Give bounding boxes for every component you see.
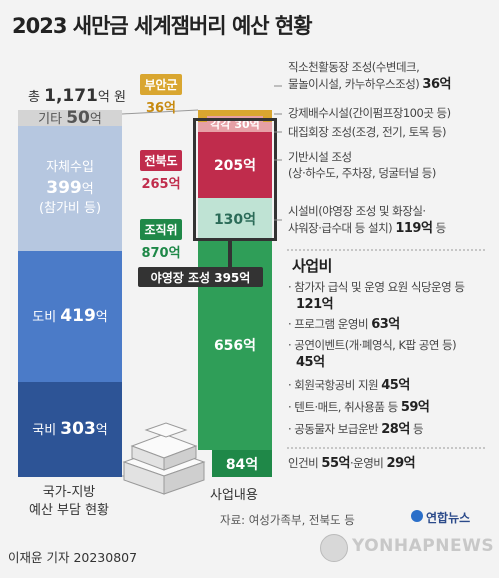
note-program-text: · 프로그램 운영비: [288, 317, 372, 331]
campsite-box: [193, 118, 277, 241]
note-water-activity-line2: 물놀이시설, 카누하우스조성): [288, 76, 420, 91]
note-supplies-suffix: 등: [409, 422, 424, 436]
right-segment-5: 84억: [212, 450, 272, 477]
org-buan-value: 36억: [145, 101, 177, 116]
note-personnel-amount: 55억: [321, 456, 350, 471]
campsite-box-stem: [228, 241, 232, 267]
note-supplies-text: · 공동물자 보급운반: [288, 422, 382, 436]
note-performance-amount: 45억: [296, 354, 325, 370]
left-segment-value: 50: [66, 107, 90, 128]
total-prefix: 총: [28, 90, 40, 105]
left-segment-3: 국비 303억: [18, 382, 122, 477]
left-segment-2: 도비 419억: [18, 251, 122, 382]
note-infrastructure: 기반시설 조성 (상·하수도, 주차장, 덩굴터널 등): [288, 150, 436, 182]
watermark-logo-icon: [320, 534, 348, 562]
left-segment-value: 419: [60, 306, 96, 327]
right-segment-2: 205억: [198, 132, 272, 198]
note-personnel: 인건비 55억·운영비 29억: [288, 455, 416, 473]
right-caption: 사업내용: [210, 488, 258, 503]
left-segment-value: 303: [60, 419, 96, 440]
note-facilities-amount: 119억: [395, 220, 433, 236]
left-segment-label: 도비 419억: [32, 305, 108, 328]
page-title: 2023 새만금 세계잼버리 예산 현황: [12, 14, 313, 38]
org-jeonbuk-value: 265억: [141, 177, 181, 192]
left-caption-line1: 국가-지방: [42, 485, 96, 500]
source-note: 자료: 여성가족부, 전북도 등: [220, 513, 355, 527]
note-performance-text: · 공연이벤트(개·폐영식, K팝 공연 등): [288, 338, 457, 352]
agency-name: 연합뉴스: [426, 511, 471, 525]
left-segment-unit: 억: [89, 111, 102, 127]
left-segment-0: 기타 50억: [18, 108, 122, 128]
left-segment-name: 도비: [32, 310, 57, 326]
note-tents: · 텐트·매트, 취사용품 등 59억: [288, 399, 430, 417]
left-segment-unit: 억: [95, 423, 108, 439]
note-airfare-text: · 회원국항공비 지원: [288, 378, 382, 392]
org-buan-label: 부안군: [140, 74, 182, 95]
agency-logo-icon: [411, 510, 423, 522]
left-segment-name: 기타: [38, 111, 63, 127]
note-drainage: 강제배수시설(간이펌프장100곳 등): [288, 106, 451, 120]
note-catering: · 참가자 급식 및 운영 요원 식당운영 등 121억: [288, 280, 465, 314]
left-segment-unit: 억: [81, 182, 94, 198]
left-segment-name: 자체수입: [46, 160, 94, 176]
left-segment-value: 399: [46, 178, 82, 199]
note-supplies: · 공동물자 보급운반 28억 등: [288, 421, 424, 439]
note-personnel-text: 인건비: [288, 456, 322, 470]
note-assembly: 대집회장 조성(조경, 전기, 토목 등): [288, 125, 446, 139]
org-jeonbuk: 전북도 265억: [136, 150, 186, 192]
right-segment-label: 205억: [213, 158, 257, 174]
note-facilities-line1: 시설비(야영장 조성 및 화장실·: [288, 204, 426, 218]
org-jeonbuk-label: 전북도: [140, 150, 182, 171]
note-supplies-amount: 28억: [381, 422, 410, 437]
left-segment-label: 자체수입 399억 (참가비 등): [39, 159, 101, 217]
left-segment-name: 국비: [32, 423, 57, 439]
note-catering-amount: 121억: [296, 296, 334, 312]
left-caption-line2: 예산 부담 현황: [28, 503, 110, 519]
note-program-amount: 63억: [371, 317, 400, 332]
note-facilities: 시설비(야영장 조성 및 화장실· 샤워장·급수대 등 설치) 119억 등: [288, 204, 446, 238]
total-budget: 총 1,171억 원: [28, 86, 126, 106]
business-title: 사업비: [292, 257, 332, 275]
note-program: · 프로그램 운영비 63억: [288, 316, 400, 334]
left-caption: 국가-지방 예산 부담 현황: [10, 484, 128, 520]
note-water-activity-amount: 36억: [422, 76, 451, 92]
left-segment-label: 기타 50억: [38, 107, 102, 130]
connector-top: [121, 109, 199, 115]
money-stack-illustration: [122, 422, 206, 495]
note-water-activity-line1: 직소천활동장 조성(수변데크,: [288, 60, 420, 74]
right-segment-3: 130억: [198, 198, 272, 240]
left-segment-label: 국비 303억: [32, 418, 108, 441]
left-segment-unit: 억: [95, 310, 108, 326]
right-segment-label: 84억: [225, 456, 259, 473]
left-segment-1: 자체수입 399억 (참가비 등): [18, 126, 122, 251]
total-unit: 억 원: [97, 90, 126, 105]
org-committee: 조직위 870억: [136, 219, 186, 261]
right-segment-label: 130억: [213, 212, 257, 228]
watermark: YONHAPNEWS: [352, 536, 495, 556]
right-segment-label: 656억: [213, 338, 257, 354]
note-airfare: · 회원국항공비 지원 45억: [288, 377, 410, 395]
note-infrastructure-line1: 기반시설 조성: [288, 150, 352, 164]
org-committee-label: 조직위: [140, 219, 182, 240]
note-airfare-amount: 45억: [381, 378, 410, 393]
reporter-credit: 이재윤 기자 20230807: [8, 550, 138, 565]
note-tents-amount: 59억: [400, 400, 430, 415]
org-committee-value: 870억: [141, 246, 181, 261]
note-operating-amount: 29억: [386, 456, 416, 471]
note-operating-text: ·운영비: [349, 456, 387, 470]
note-catering-text: · 참가자 급식 및 운영 요원 식당운영 등: [288, 280, 465, 294]
note-water-activity: 직소천활동장 조성(수변데크, 물놀이시설, 카누하우스조성) 36억: [288, 60, 451, 94]
note-infrastructure-line2: (상·하수도, 주차장, 덩굴터널 등): [288, 165, 436, 180]
note-tents-text: · 텐트·매트, 취사용품 등: [288, 400, 401, 414]
org-buan: 부안군 36억: [136, 74, 186, 116]
campsite-label: 야영장 조성 395억: [138, 267, 263, 287]
left-segment-sub: (참가비 등): [38, 200, 102, 216]
note-facilities-suffix: 등: [432, 220, 447, 235]
total-value: 1,171: [44, 86, 98, 106]
note-performance: · 공연이벤트(개·폐영식, K팝 공연 등) 45억: [288, 338, 457, 372]
note-facilities-line2: 샤워장·급수대 등 설치): [288, 220, 393, 235]
